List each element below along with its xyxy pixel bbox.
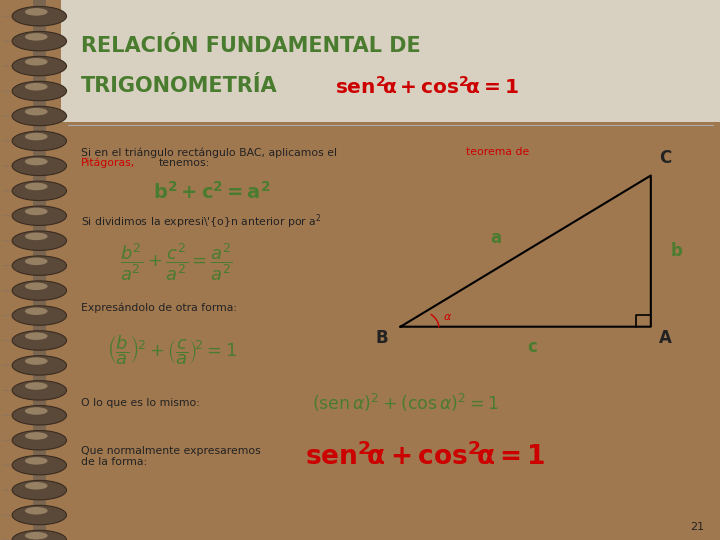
- Text: B: B: [375, 329, 388, 347]
- Text: tenemos:: tenemos:: [158, 158, 210, 168]
- Text: A: A: [659, 329, 672, 347]
- Ellipse shape: [25, 183, 48, 190]
- Text: $\mathbf{b^2 + c^2 = a^2}$: $\mathbf{b^2 + c^2 = a^2}$: [153, 181, 271, 202]
- Text: Pitágoras,: Pitágoras,: [81, 158, 135, 168]
- Ellipse shape: [12, 156, 66, 176]
- Text: O lo que es lo mismo:: O lo que es lo mismo:: [81, 399, 200, 408]
- Text: $\dfrac{b^2}{a^2} + \dfrac{c^2}{a^2} = \dfrac{a^2}{a^2}$: $\dfrac{b^2}{a^2} + \dfrac{c^2}{a^2} = \…: [120, 241, 233, 283]
- Ellipse shape: [25, 282, 48, 290]
- Ellipse shape: [12, 481, 66, 500]
- Bar: [61, 0, 720, 122]
- Text: $\mathbf{sen^2\!\alpha + cos^2\!\alpha = 1}$: $\mathbf{sen^2\!\alpha + cos^2\!\alpha =…: [335, 76, 518, 97]
- Ellipse shape: [12, 82, 66, 101]
- Text: Expresándolo de otra forma:: Expresándolo de otra forma:: [81, 302, 237, 313]
- Ellipse shape: [25, 83, 48, 91]
- Text: 21: 21: [690, 522, 704, 531]
- Ellipse shape: [12, 306, 66, 325]
- Ellipse shape: [12, 406, 66, 425]
- Ellipse shape: [12, 381, 66, 400]
- Ellipse shape: [12, 330, 66, 350]
- Text: $\left(\mathrm{sen}\,\alpha\right)^2 + \left(\cos\alpha\right)^2 = 1$: $\left(\mathrm{sen}\,\alpha\right)^2 + \…: [312, 393, 498, 414]
- Text: Si en el triángulo rectángulo BAC, aplicamos el: Si en el triángulo rectángulo BAC, aplic…: [81, 147, 337, 158]
- Ellipse shape: [25, 307, 48, 315]
- Text: de la forma:: de la forma:: [81, 457, 147, 467]
- Ellipse shape: [12, 206, 66, 226]
- Text: $\mathbf{sen^2\!\alpha + cos^2\!\alpha = 1}$: $\mathbf{sen^2\!\alpha + cos^2\!\alpha =…: [305, 442, 546, 470]
- Ellipse shape: [12, 281, 66, 300]
- Ellipse shape: [25, 382, 48, 390]
- Ellipse shape: [25, 108, 48, 116]
- Ellipse shape: [25, 332, 48, 340]
- Ellipse shape: [12, 231, 66, 251]
- Text: Que normalmente expresaremos: Que normalmente expresaremos: [81, 446, 261, 456]
- Ellipse shape: [25, 258, 48, 265]
- Ellipse shape: [25, 457, 48, 464]
- Ellipse shape: [25, 158, 48, 165]
- Text: RELACIÓN FUNDAMENTAL DE: RELACIÓN FUNDAMENTAL DE: [81, 36, 420, 56]
- Text: Si dividimos la expresi\'{o}n anterior por a$^2$: Si dividimos la expresi\'{o}n anterior p…: [81, 212, 321, 231]
- Ellipse shape: [25, 33, 48, 40]
- Text: $\left(\dfrac{b}{a}\right)^{\!2} + \left(\dfrac{c}{a}\right)^{\!2} = 1$: $\left(\dfrac{b}{a}\right)^{\!2} + \left…: [107, 333, 238, 367]
- Ellipse shape: [12, 6, 66, 26]
- Ellipse shape: [25, 507, 48, 515]
- Text: teorema de: teorema de: [467, 147, 530, 157]
- Ellipse shape: [12, 106, 66, 126]
- Ellipse shape: [25, 208, 48, 215]
- Ellipse shape: [12, 131, 66, 151]
- Ellipse shape: [25, 482, 48, 490]
- Ellipse shape: [25, 357, 48, 365]
- Text: a: a: [490, 228, 502, 247]
- Ellipse shape: [12, 181, 66, 200]
- Text: C: C: [659, 150, 671, 167]
- Ellipse shape: [12, 430, 66, 450]
- Bar: [32, 0, 46, 540]
- Ellipse shape: [12, 356, 66, 375]
- Ellipse shape: [25, 233, 48, 240]
- Text: $\alpha$: $\alpha$: [444, 312, 452, 322]
- Ellipse shape: [12, 530, 66, 540]
- Ellipse shape: [12, 505, 66, 525]
- Ellipse shape: [25, 58, 48, 65]
- Ellipse shape: [25, 8, 48, 16]
- Ellipse shape: [25, 432, 48, 440]
- Ellipse shape: [12, 31, 66, 51]
- Ellipse shape: [25, 407, 48, 415]
- Text: b: b: [670, 242, 683, 260]
- Ellipse shape: [12, 455, 66, 475]
- Ellipse shape: [12, 256, 66, 275]
- Ellipse shape: [12, 56, 66, 76]
- Ellipse shape: [25, 532, 48, 539]
- Text: c: c: [527, 338, 537, 356]
- Text: TRIGONOMETRÍA: TRIGONOMETRÍA: [81, 76, 278, 97]
- Ellipse shape: [25, 133, 48, 140]
